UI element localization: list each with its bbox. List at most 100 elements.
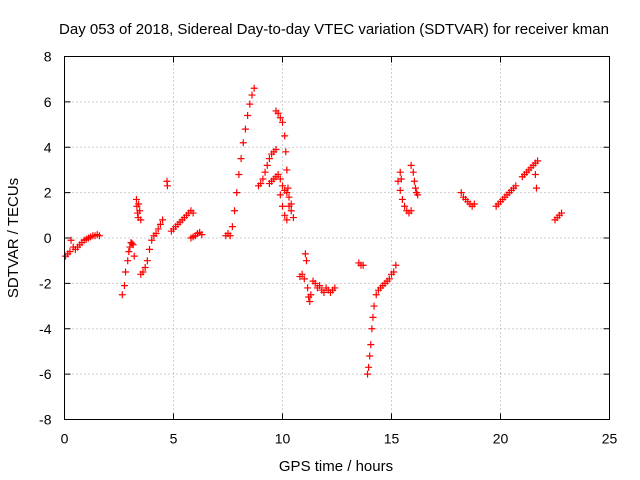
y-tick-label: -4 xyxy=(39,321,52,337)
data-point xyxy=(407,161,415,169)
data-point xyxy=(287,207,295,215)
data-point xyxy=(369,313,377,321)
data-point xyxy=(331,284,339,292)
data-point xyxy=(152,229,160,237)
data-point xyxy=(129,241,137,249)
data-point xyxy=(409,168,417,176)
x-tick-label: 0 xyxy=(61,431,69,447)
data-point xyxy=(276,114,284,122)
y-tick-label: -8 xyxy=(39,412,52,428)
series-arc-2 xyxy=(118,239,138,299)
data-point xyxy=(189,209,197,217)
series-arc-8 xyxy=(222,84,258,240)
data-point xyxy=(396,168,404,176)
data-point xyxy=(279,202,286,210)
data-point xyxy=(265,155,273,163)
data-point xyxy=(128,240,136,248)
data-point xyxy=(470,200,478,208)
series-arc-17 xyxy=(394,177,415,217)
data-point xyxy=(316,282,324,290)
data-point xyxy=(146,245,154,253)
data-point xyxy=(534,157,542,165)
data-point xyxy=(281,132,289,140)
y-tick-label: 6 xyxy=(44,94,52,110)
x-tick-label: 25 xyxy=(602,431,618,447)
data-point xyxy=(130,252,138,260)
series-arc-18 xyxy=(396,168,405,183)
y-tick-label: 8 xyxy=(44,49,52,65)
data-point xyxy=(396,186,404,194)
y-tick-label: 4 xyxy=(44,139,52,155)
data-point xyxy=(154,225,162,233)
data-point xyxy=(259,175,267,183)
data-point xyxy=(398,195,406,203)
chart-title: Day 053 of 2018, Sidereal Day-to-day VTE… xyxy=(59,21,609,38)
data-point xyxy=(283,166,291,174)
data-point xyxy=(410,177,418,185)
series-arc-20 xyxy=(457,189,478,210)
data-point xyxy=(276,191,284,199)
data-marks xyxy=(62,84,566,378)
data-point xyxy=(282,148,290,156)
data-point xyxy=(235,170,243,178)
data-point xyxy=(95,232,103,240)
series-arc-22 xyxy=(518,157,542,181)
data-point xyxy=(137,216,145,224)
data-point xyxy=(228,223,236,231)
data-point xyxy=(283,216,291,224)
series-arc-4 xyxy=(137,216,167,278)
series-arc-11 xyxy=(272,107,292,192)
series-arc-5 xyxy=(163,177,171,190)
series-arc-15 xyxy=(355,259,367,269)
series-arc-7 xyxy=(187,228,206,242)
data-point xyxy=(366,352,374,360)
series-arc-19 xyxy=(407,161,422,199)
data-point xyxy=(250,84,258,92)
data-point xyxy=(125,248,133,256)
data-point xyxy=(359,261,367,269)
data-point xyxy=(120,282,128,290)
series-arc-14 xyxy=(307,277,339,299)
data-point xyxy=(163,182,171,190)
data-point xyxy=(284,184,292,192)
data-point xyxy=(248,91,256,99)
data-point xyxy=(148,236,156,244)
y-tick-label: -6 xyxy=(39,366,52,382)
series-arc-21 xyxy=(492,182,520,210)
axis-ticks: 0 5 10 15 20 25 -8 -6 -4 -2 0 2 4 6 8 xyxy=(39,49,617,447)
data-point xyxy=(298,270,306,278)
data-point xyxy=(367,341,375,349)
data-point xyxy=(198,231,206,239)
grid xyxy=(64,56,610,420)
x-axis-label: GPS time / hours xyxy=(279,458,393,475)
series-arc-23 xyxy=(531,170,540,192)
data-point xyxy=(301,250,309,258)
data-point xyxy=(257,180,265,188)
data-point xyxy=(407,207,415,215)
data-point xyxy=(118,291,126,299)
series-arc-16 xyxy=(364,261,400,378)
series-arc-24 xyxy=(551,209,566,224)
y-tick-label: 0 xyxy=(44,230,52,246)
data-point xyxy=(66,248,74,256)
data-point xyxy=(246,100,254,108)
data-point xyxy=(390,268,398,276)
data-point xyxy=(531,170,539,178)
data-point xyxy=(289,214,297,222)
data-point xyxy=(226,232,234,240)
data-point xyxy=(285,193,293,201)
data-point xyxy=(122,268,130,276)
data-point xyxy=(414,191,422,199)
data-point xyxy=(397,175,405,183)
data-point xyxy=(274,170,282,178)
data-point xyxy=(244,111,252,119)
data-point xyxy=(300,275,308,283)
x-tick-label: 20 xyxy=(493,431,509,447)
data-point xyxy=(385,275,393,283)
data-point xyxy=(307,291,315,299)
data-point xyxy=(261,168,269,176)
data-point xyxy=(279,182,286,190)
data-point xyxy=(302,257,310,265)
y-axis-label: SDTVAR / TECUs xyxy=(5,178,22,298)
data-point xyxy=(320,288,328,296)
